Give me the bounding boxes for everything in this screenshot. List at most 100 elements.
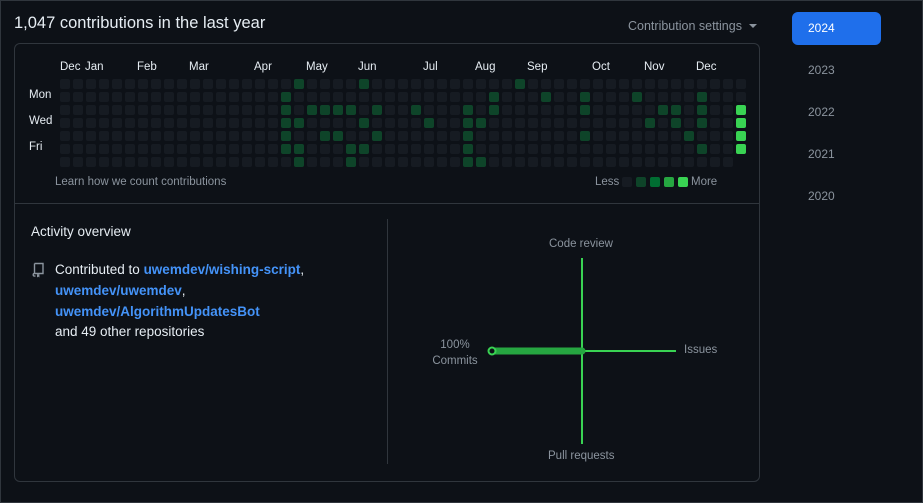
contribution-day-cell[interactable] (632, 105, 642, 115)
contribution-day-cell[interactable] (645, 131, 655, 141)
contribution-day-cell[interactable] (671, 105, 681, 115)
contribution-day-cell[interactable] (372, 131, 382, 141)
contribution-day-cell[interactable] (593, 118, 603, 128)
contribution-day-cell[interactable] (333, 79, 343, 89)
contribution-day-cell[interactable] (151, 131, 161, 141)
contribution-day-cell[interactable] (203, 157, 213, 167)
contribution-day-cell[interactable] (541, 131, 551, 141)
contribution-day-cell[interactable] (606, 131, 616, 141)
repo-link[interactable]: uwemdev/uwemdev (55, 282, 182, 298)
contribution-day-cell[interactable] (697, 92, 707, 102)
contribution-day-cell[interactable] (463, 79, 473, 89)
contribution-day-cell[interactable] (203, 118, 213, 128)
contribution-day-cell[interactable] (450, 92, 460, 102)
contribution-day-cell[interactable] (229, 118, 239, 128)
contribution-day-cell[interactable] (99, 157, 109, 167)
contribution-day-cell[interactable] (294, 157, 304, 167)
contribution-day-cell[interactable] (372, 79, 382, 89)
contribution-day-cell[interactable] (684, 157, 694, 167)
contribution-day-cell[interactable] (424, 118, 434, 128)
contribution-day-cell[interactable] (424, 131, 434, 141)
contribution-day-cell[interactable] (294, 118, 304, 128)
contribution-day-cell[interactable] (112, 105, 122, 115)
contribution-day-cell[interactable] (164, 118, 174, 128)
contribution-day-cell[interactable] (177, 79, 187, 89)
contribution-day-cell[interactable] (359, 144, 369, 154)
contribution-day-cell[interactable] (593, 79, 603, 89)
contribution-day-cell[interactable] (554, 144, 564, 154)
contribution-day-cell[interactable] (424, 92, 434, 102)
contribution-day-cell[interactable] (242, 79, 252, 89)
contribution-day-cell[interactable] (645, 157, 655, 167)
contribution-day-cell[interactable] (255, 144, 265, 154)
contribution-day-cell[interactable] (333, 144, 343, 154)
repo-link[interactable]: uwemdev/wishing-script (143, 262, 301, 277)
contribution-day-cell[interactable] (489, 105, 499, 115)
contribution-day-cell[interactable] (294, 79, 304, 89)
contribution-day-cell[interactable] (346, 118, 356, 128)
contribution-day-cell[interactable] (164, 92, 174, 102)
contribution-day-cell[interactable] (580, 144, 590, 154)
contribution-day-cell[interactable] (294, 131, 304, 141)
contribution-day-cell[interactable] (255, 92, 265, 102)
contribution-day-cell[interactable] (541, 92, 551, 102)
contribution-day-cell[interactable] (229, 79, 239, 89)
contribution-day-cell[interactable] (307, 118, 317, 128)
contribution-day-cell[interactable] (502, 157, 512, 167)
contribution-day-cell[interactable] (515, 118, 525, 128)
year-2022[interactable]: 2022 (808, 105, 835, 119)
contribution-day-cell[interactable] (268, 92, 278, 102)
contribution-day-cell[interactable] (229, 105, 239, 115)
contribution-day-cell[interactable] (723, 144, 733, 154)
contribution-day-cell[interactable] (281, 157, 291, 167)
contribution-day-cell[interactable] (489, 92, 499, 102)
contribution-day-cell[interactable] (151, 144, 161, 154)
contribution-day-cell[interactable] (632, 131, 642, 141)
contribution-day-cell[interactable] (567, 144, 577, 154)
contribution-day-cell[interactable] (255, 131, 265, 141)
contribution-day-cell[interactable] (710, 118, 720, 128)
contribution-day-cell[interactable] (281, 144, 291, 154)
contribution-day-cell[interactable] (632, 144, 642, 154)
contribution-day-cell[interactable] (528, 105, 538, 115)
contribution-day-cell[interactable] (125, 105, 135, 115)
contribution-day-cell[interactable] (151, 92, 161, 102)
contribution-day-cell[interactable] (333, 131, 343, 141)
contribution-day-cell[interactable] (684, 79, 694, 89)
contribution-day-cell[interactable] (99, 144, 109, 154)
contribution-day-cell[interactable] (632, 157, 642, 167)
contribution-day-cell[interactable] (580, 105, 590, 115)
contribution-day-cell[interactable] (411, 118, 421, 128)
contribution-day-cell[interactable] (593, 105, 603, 115)
contribution-day-cell[interactable] (86, 79, 96, 89)
contribution-day-cell[interactable] (697, 157, 707, 167)
contribution-day-cell[interactable] (528, 92, 538, 102)
contribution-day-cell[interactable] (658, 105, 668, 115)
contribution-day-cell[interactable] (359, 105, 369, 115)
contribution-day-cell[interactable] (684, 105, 694, 115)
contribution-day-cell[interactable] (658, 79, 668, 89)
contribution-day-cell[interactable] (580, 92, 590, 102)
contribution-day-cell[interactable] (164, 144, 174, 154)
contribution-day-cell[interactable] (268, 144, 278, 154)
contribution-day-cell[interactable] (593, 157, 603, 167)
contribution-day-cell[interactable] (593, 131, 603, 141)
contribution-day-cell[interactable] (242, 157, 252, 167)
contribution-day-cell[interactable] (99, 92, 109, 102)
contribution-day-cell[interactable] (138, 118, 148, 128)
contribution-day-cell[interactable] (554, 105, 564, 115)
contribution-day-cell[interactable] (723, 79, 733, 89)
contribution-day-cell[interactable] (125, 144, 135, 154)
contribution-day-cell[interactable] (437, 118, 447, 128)
contribution-day-cell[interactable] (229, 131, 239, 141)
repo-link[interactable]: uwemdev/AlgorithmUpdatesBot (55, 303, 260, 319)
contribution-day-cell[interactable] (216, 79, 226, 89)
contribution-day-cell[interactable] (73, 118, 83, 128)
contribution-day-cell[interactable] (398, 105, 408, 115)
contribution-day-cell[interactable] (99, 105, 109, 115)
contribution-day-cell[interactable] (333, 118, 343, 128)
contribution-day-cell[interactable] (411, 157, 421, 167)
contribution-day-cell[interactable] (216, 131, 226, 141)
contribution-day-cell[interactable] (619, 79, 629, 89)
contribution-day-cell[interactable] (385, 131, 395, 141)
